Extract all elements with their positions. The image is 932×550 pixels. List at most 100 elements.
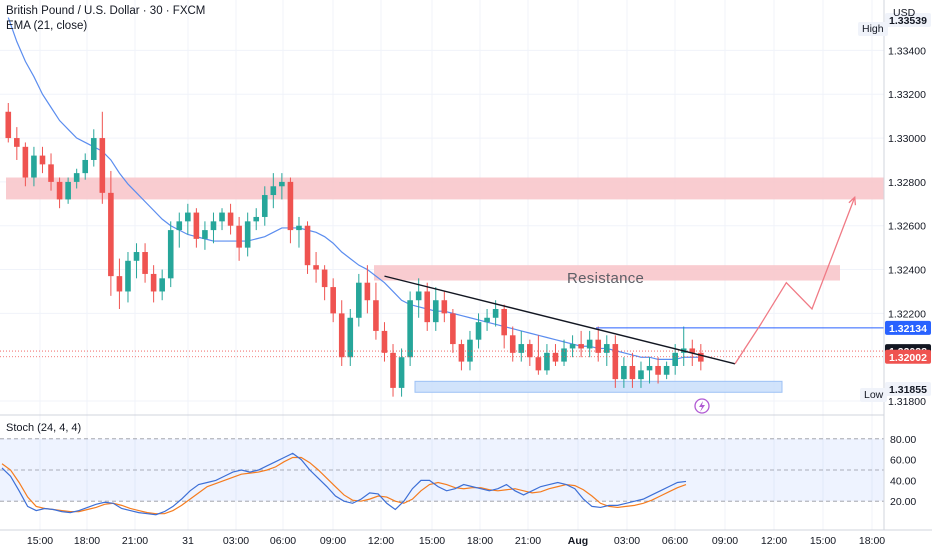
candle [330,278,336,323]
trendline [384,275,736,365]
high-price-tag-bg [885,12,931,27]
time-tick-label: 12:00 [761,535,787,547]
candle-body [159,278,165,292]
candle [364,265,371,314]
candle-body [261,195,268,217]
candle-body [108,192,114,277]
candle-body [202,230,208,239]
candle [381,322,388,362]
candle [5,103,12,143]
candle-body [347,317,354,358]
zone-support [415,381,782,393]
candle [116,258,123,309]
candle-body [219,212,225,222]
candle-body [407,300,413,358]
candle-body [398,357,405,388]
candle-body [185,212,191,222]
stoch-tick-label: 40.00 [890,475,916,487]
candle [458,339,465,371]
candle [655,357,661,384]
time-tick-label: 03:00 [614,535,640,547]
candle [142,243,148,283]
low-price-tag: 1.31855 [889,384,927,396]
candle-body [296,225,302,231]
stoch-label: Stoch (24, 4, 4) [6,422,82,434]
candle-body [612,344,619,380]
high-label: High [858,22,888,36]
candle [347,309,354,366]
candle-body [698,352,704,362]
time-tick-label: 09:00 [712,535,738,547]
candle-body [99,138,106,193]
candle-body [527,344,533,358]
candle-body [244,221,251,248]
candle [244,212,251,257]
candle [535,335,542,375]
candle-body [475,322,482,340]
candle [108,170,114,296]
candle-body [672,352,678,366]
candle-body [22,146,29,178]
candle-body [450,313,456,345]
candle [373,282,379,340]
candle-body [338,313,345,358]
candle-body [167,230,174,279]
candle [202,221,208,250]
ema-line [7,17,701,361]
candle [227,203,234,235]
candle-body [227,212,234,226]
candle-body [629,365,636,380]
stoch-tick-label: 60.00 [890,455,916,467]
candle-body [518,344,525,353]
candle-body [14,138,20,147]
time-tick-label: 21:00 [515,535,541,547]
annotation-lines [0,195,884,414]
candle-body [313,265,319,270]
candle [450,309,456,353]
candle-body [125,260,131,292]
time-tick-label: 06:00 [662,535,688,547]
candle-body [586,339,593,349]
time-tick-label: 18:00 [74,535,100,547]
candle [356,273,362,327]
projection-path [734,197,856,365]
candle-body [5,111,12,139]
candle [663,361,670,380]
candle [321,265,328,301]
candle-body [441,300,448,314]
candle [56,177,63,209]
candle-body [501,309,507,336]
candle-body [646,365,653,371]
high-price-tag: 1.33539 [889,15,927,27]
candle [432,287,439,331]
candle [304,221,311,274]
candle-body [236,225,242,248]
bid-price-tag: 1.32002 [889,352,927,364]
price-tick-label: 1.32600 [888,221,926,233]
candle [475,313,482,349]
currency-label[interactable]: USD [893,7,916,19]
candle [296,216,302,248]
candle [219,208,225,231]
candle [578,330,584,358]
candle-body [432,300,439,323]
time-tick-label: 15:00 [27,535,53,547]
candle-body [90,138,97,160]
candle [48,153,54,191]
candle [287,177,294,244]
candle-body [535,357,542,371]
candle [261,186,268,226]
candle [90,129,97,167]
candle-body [133,252,140,261]
candle-body [287,181,294,231]
candle-body [492,309,499,318]
candle [603,335,610,366]
candle [159,269,165,301]
level-price-tag-bg [885,320,931,335]
candle [424,282,431,331]
candle-body [561,348,567,362]
candle [390,344,396,397]
candle [253,208,260,231]
candle [407,291,413,366]
